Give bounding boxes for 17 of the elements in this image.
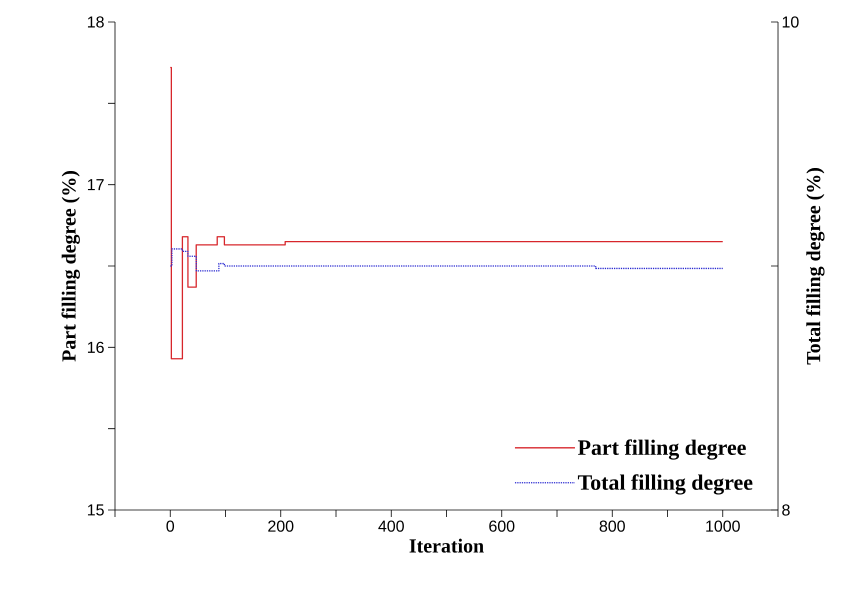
- x-tick-label: 200: [268, 520, 294, 532]
- x-tick-label: 0: [166, 520, 174, 532]
- x-tick-label: 400: [378, 520, 404, 532]
- y-axis-title: Part filling degree (%): [61, 171, 80, 362]
- y2-tick-label: 10: [782, 16, 799, 28]
- y2-axis-title: Total filling degree (%): [806, 168, 825, 364]
- y-tick-label: 16: [88, 342, 104, 353]
- y-tick-label: 17: [88, 179, 104, 190]
- y-tick-label: 15: [88, 504, 104, 516]
- y-tick-label: 18: [88, 16, 104, 28]
- y2-tick-label: 8: [782, 504, 790, 516]
- x-tick-label: 800: [600, 520, 625, 532]
- x-tick-label: 1000: [706, 520, 740, 532]
- x-tick-label: 600: [489, 520, 514, 532]
- legend-label: Part filling degree: [578, 439, 746, 460]
- legend-label: Total filling degree: [578, 474, 752, 495]
- x-axis-title: Iteration: [410, 538, 484, 553]
